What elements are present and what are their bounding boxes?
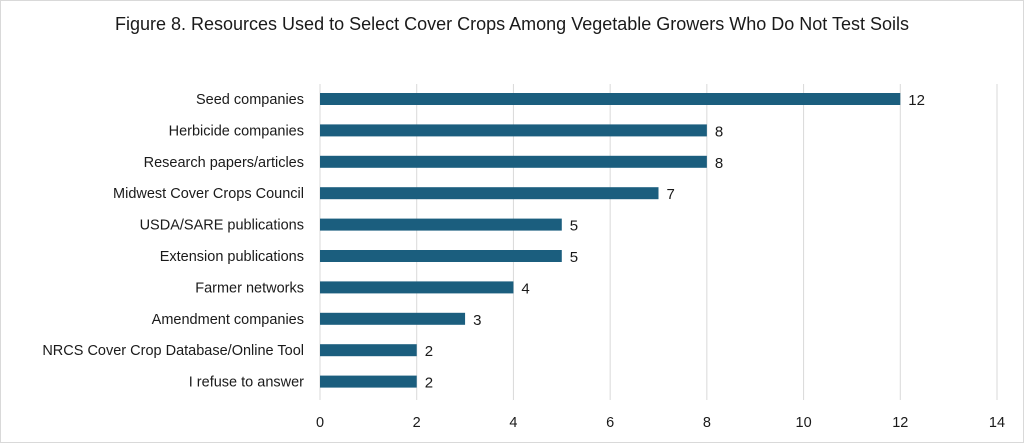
data-label: 4 (521, 280, 529, 297)
bar (320, 187, 659, 200)
category-label: Midwest Cover Crops Council (113, 186, 304, 202)
category-labels: Seed companies Herbicide companies Researc… (42, 92, 304, 391)
data-label: 2 (425, 343, 433, 360)
data-label: 5 (570, 218, 578, 235)
bar (320, 155, 707, 168)
category-label: Amendment companies (152, 312, 304, 328)
data-label: 12 (908, 92, 925, 109)
category-label: USDA/SARE publications (140, 218, 304, 234)
category-label: Herbicide companies (169, 123, 304, 139)
data-label: 3 (473, 312, 481, 329)
data-label: 5 (570, 249, 578, 266)
bar (320, 312, 466, 325)
bar (320, 375, 417, 388)
bar (320, 124, 707, 137)
x-tick-label: 4 (509, 415, 517, 431)
bar (320, 281, 514, 294)
x-axis-tick-labels: 0 2 4 6 8 10 12 14 (316, 415, 1005, 431)
bar (320, 344, 417, 357)
x-tick-label: 2 (413, 415, 421, 431)
grid-lines (319, 84, 998, 400)
category-label: Research papers/articles (144, 155, 304, 171)
bar (320, 93, 901, 105)
data-label: 8 (715, 155, 723, 172)
data-label: 2 (425, 375, 433, 392)
data-label: 7 (667, 186, 675, 203)
bar (320, 218, 562, 231)
data-labels: 12 8 8 7 5 5 4 3 2 2 (425, 92, 925, 392)
bars (320, 93, 901, 388)
category-label: Seed companies (196, 92, 304, 108)
x-tick-label: 10 (796, 415, 812, 431)
category-label: I refuse to answer (189, 375, 304, 391)
category-label: Extension publications (160, 249, 304, 265)
data-label: 8 (715, 123, 723, 140)
x-tick-label: 12 (892, 415, 908, 431)
x-tick-label: 0 (316, 415, 324, 431)
chart-title: Figure 8. Resources Used to Select Cover… (114, 14, 910, 34)
x-tick-label: 6 (606, 415, 614, 431)
bar (320, 250, 562, 262)
x-tick-label: 8 (703, 415, 711, 431)
category-label: Farmer networks (195, 280, 304, 296)
x-tick-label: 14 (989, 415, 1005, 431)
category-label: NRCS Cover Crop Database/Online Tool (42, 343, 304, 359)
